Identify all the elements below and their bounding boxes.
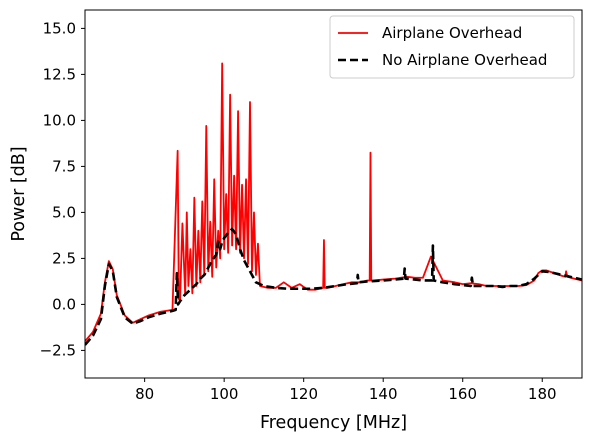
y-tick-label: 15.0	[43, 19, 76, 37]
x-tick-label: 100	[210, 385, 239, 403]
legend-label-airplane: Airplane Overhead	[382, 24, 522, 42]
x-tick-label: 180	[528, 385, 557, 403]
y-tick-label: 10.0	[43, 111, 76, 129]
y-axis: −2.5 0.0 2.5 5.0 7.5 10.0 12.5 15.0	[40, 19, 85, 359]
plot-frame	[84, 9, 583, 379]
legend-label-no-airplane: No Airplane Overhead	[382, 51, 547, 69]
series-line-airplane	[85, 62, 582, 342]
y-tick-label: 7.5	[52, 157, 76, 175]
series-line-no-airplane	[85, 227, 582, 346]
y-tick-label: 5.0	[52, 203, 76, 221]
y-tick-label: 0.0	[52, 295, 76, 313]
x-tick-label: 140	[369, 385, 398, 403]
legend: Airplane Overhead No Airplane Overhead	[329, 15, 575, 79]
x-tick-label: 120	[289, 385, 318, 403]
y-tick-label: 12.5	[43, 65, 76, 83]
x-tick-label: 80	[135, 385, 154, 403]
x-axis-label: Frequency [MHz]	[260, 413, 407, 433]
y-tick-label: 2.5	[52, 249, 76, 267]
y-axis-label: Power [dB]	[9, 146, 29, 241]
series-layer	[85, 62, 582, 346]
y-tick-label: −2.5	[40, 341, 76, 359]
x-tick-label: 160	[448, 385, 477, 403]
x-axis: 80 100 120 140 160 180	[135, 378, 557, 403]
legend-box	[329, 15, 575, 79]
